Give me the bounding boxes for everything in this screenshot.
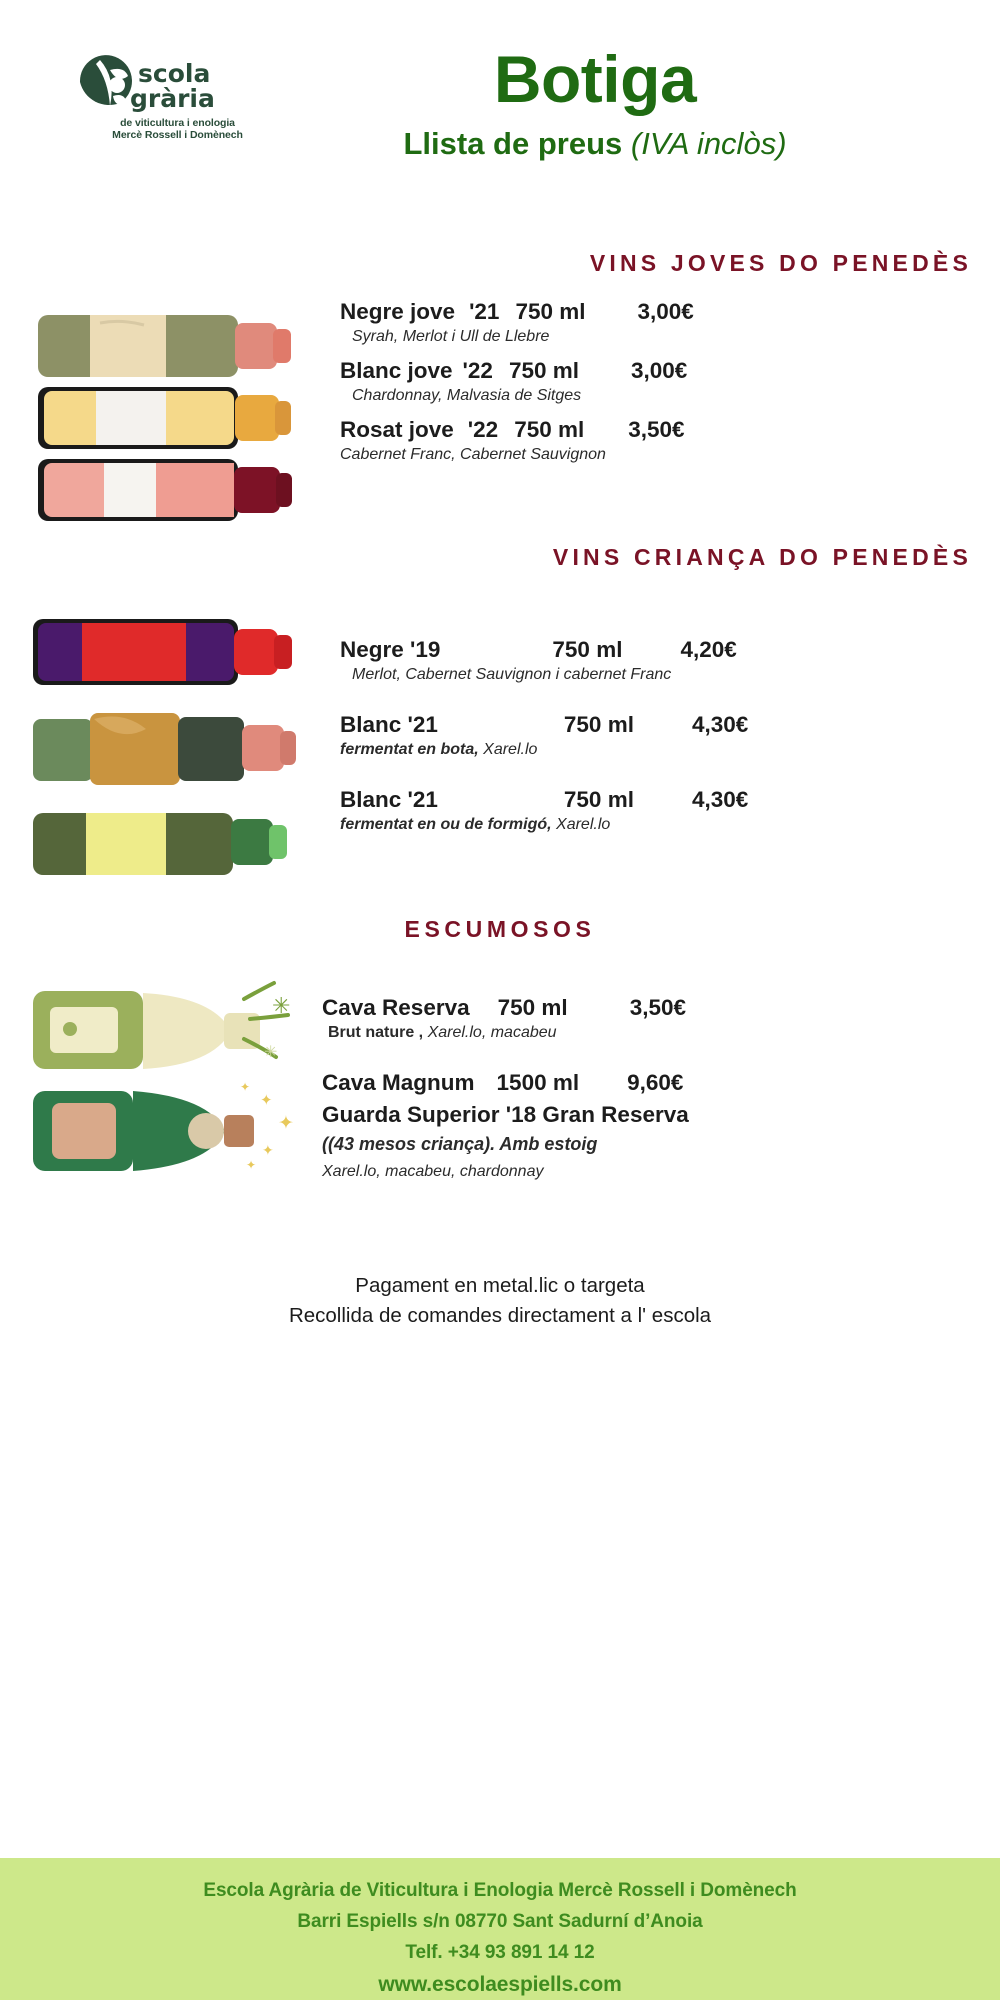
payment-line-2: Recollida de comandes directament a l' e… [288, 1303, 712, 1327]
list-item: Negre '19 750 ml 4,20€ Merlot, Cabernet … [340, 637, 1000, 684]
item-description: Merlot, Cabernet Sauvignon i cabernet Fr… [352, 666, 672, 683]
svg-text:✦: ✦ [262, 1142, 274, 1158]
bottle-blanc-bota [33, 713, 296, 785]
page-subtitle: Llista de preus (IVA inclòs) [250, 126, 940, 162]
footer-address: Barri Espiells s/n 08770 Sant Sadurní d’… [297, 1910, 703, 1932]
item-price: 4,20€ [680, 637, 737, 662]
subtitle-iva-note: (IVA inclòs) [630, 126, 787, 161]
section-heading-vins-joves: VINS JOVES DO PENEDÈS [589, 250, 972, 276]
item-volume: 750 ml [563, 712, 634, 737]
footer-phone: Telf. +34 93 891 14 12 [405, 1941, 595, 1963]
bottle-artwork-joves [0, 299, 340, 521]
svg-text:✳: ✳ [264, 1044, 277, 1061]
bottle-rosat-jove [38, 459, 292, 521]
item-description-varietal: Xarel.lo, macabeu [427, 1024, 557, 1041]
bottle-artwork-crianca [0, 603, 340, 875]
item-volume: 750 ml [552, 637, 623, 662]
title-block: Botiga Llista de preus (IVA inclòs) [250, 46, 940, 162]
item-volume: 750 ml [497, 995, 568, 1020]
item-description-varietal: Xarel.lo, macabeu, chardonnay [322, 1163, 544, 1180]
svg-text:scola: scola [138, 59, 210, 88]
item-vintage: '21 [469, 299, 500, 324]
section-heading-escumosos: ESCUMOSOS [404, 916, 596, 942]
item-price: 3,50€ [628, 417, 685, 442]
item-vintage: '22 [462, 358, 493, 383]
item-price: 3,50€ [629, 995, 686, 1020]
svg-text:✦: ✦ [246, 1158, 256, 1172]
item-price: 4,30€ [691, 712, 749, 737]
item-description-emphasis: fermentat en ou de formigó, [340, 816, 552, 833]
item-volume: 750 ml [514, 417, 585, 442]
list-item: Rosat jove '22 750 ml 3,50€ Cabernet Fra… [340, 417, 1000, 464]
item-name-line2: Guarda Superior '18 Gran Reserva [322, 1102, 689, 1127]
item-description: fermentat en bota, Xarel.lo [340, 741, 1000, 759]
section-vins-joves: VINS JOVES DO PENEDÈS [0, 250, 1000, 521]
logo-subtitle-line2: Mercè Rossell i Domènech [112, 129, 243, 142]
list-item: Blanc jove '22 750 ml 3,00€ Chardonnay, … [340, 358, 1000, 405]
item-name: Blanc '21 [340, 712, 438, 737]
bottle-blanc-formigo [33, 813, 287, 875]
list-item: Negre jove '21 750 ml 3,00€ Syrah, Merlo… [340, 299, 1000, 346]
item-volume: 1500 ml [496, 1070, 580, 1095]
footer-contact-band: Escola Agrària de Viticultura i Enologia… [0, 1858, 1000, 2000]
bottle-blanc-jove [38, 387, 291, 449]
item-name: Blanc jove [340, 358, 453, 383]
section-vins-crianca: VINS CRIANÇA DO PENEDÈS [0, 544, 1000, 875]
list-item: Cava Magnum 1500 ml 9,60€ Guarda Superio… [322, 1070, 1000, 1181]
payment-line-1: Pagament en metal.lic o targeta [355, 1274, 645, 1297]
item-description-emphasis: Brut nature , [328, 1024, 424, 1041]
item-name: Blanc '21 [340, 787, 438, 812]
item-list-escumosos: Cava Reserva 750 ml 3,50€ Brut nature , … [322, 973, 1000, 1183]
bottle-negre-crianca [33, 619, 292, 685]
item-price: 4,30€ [691, 787, 749, 812]
item-vintage: '22 [467, 417, 499, 442]
item-aging-note: ((43 mesos criança). Amb estoig [322, 1134, 598, 1154]
bottle-negre-jove [38, 315, 291, 377]
poster-header: scola grària de viticultura i enologia M… [0, 0, 1000, 215]
item-list-vins-joves: Negre jove '21 750 ml 3,00€ Syrah, Merlo… [340, 299, 1000, 466]
svg-text:✳: ✳ [272, 993, 290, 1018]
item-name: Rosat jove [340, 417, 454, 442]
item-volume: 750 ml [515, 299, 586, 324]
escola-agraria-leaf-logo: scola grària [70, 52, 285, 114]
item-name: Negre jove [340, 299, 456, 324]
svg-text:✦: ✦ [278, 1113, 294, 1134]
footer-school-name: Escola Agrària de Viticultura i Enologia… [203, 1880, 797, 1901]
section-escumosos: ESCUMOSOS [0, 916, 1000, 1183]
svg-text:✦: ✦ [240, 1080, 250, 1094]
item-description: fermentat en ou de formigó, Xarel.lo [340, 816, 1000, 834]
item-description: Chardonnay, Malvasia de Sitges [352, 387, 582, 404]
bottle-artwork-escumosos: ✳ ✳ ✦ ✦ ✦ ✦ [0, 973, 340, 1183]
list-item: Cava Reserva 750 ml 3,50€ Brut nature , … [322, 995, 1000, 1042]
list-item: Blanc '21 750 ml 4,30€ fermentat en ou d… [340, 787, 1000, 834]
item-description: Cabernet Franc, Cabernet Sauvignon [340, 446, 606, 463]
item-name: Negre '19 [340, 637, 441, 662]
bottle-cava-reserva: ✳ ✳ [33, 981, 290, 1069]
item-list-vins-crianca: Negre '19 750 ml 4,20€ Merlot, Cabernet … [340, 603, 1000, 836]
item-description-varietal: Xarel.lo [483, 741, 538, 758]
section-heading-vins-crianca: VINS CRIANÇA DO PENEDÈS [552, 544, 972, 570]
item-description: Brut nature , Xarel.lo, macabeu [328, 1024, 1000, 1042]
item-volume: 750 ml [508, 358, 579, 383]
list-item: Blanc '21 750 ml 4,30€ fermentat en bota… [340, 712, 1000, 759]
school-logo: scola grària de viticultura i enologia M… [70, 52, 285, 142]
item-description: Syrah, Merlot i Ull de Llebre [352, 328, 550, 345]
item-price: 9,60€ [627, 1070, 684, 1095]
item-name: Cava Reserva [322, 995, 470, 1020]
svg-text:grària: grària [130, 84, 215, 113]
payment-note: Pagament en metal.lic o targeta Recollid… [0, 1271, 1000, 1330]
page-title: Botiga [493, 42, 697, 116]
item-volume: 750 ml [563, 787, 634, 812]
subtitle-main: Llista de preus [403, 126, 623, 161]
logo-subtitle-line1: de viticultura i enologia [120, 117, 235, 129]
bottle-cava-magnum: ✦ ✦ ✦ ✦ ✦ [33, 1080, 294, 1172]
item-price: 3,00€ [631, 358, 688, 383]
footer-website[interactable]: www.escolaespiells.com [378, 1973, 622, 1997]
svg-text:✦: ✦ [260, 1092, 273, 1109]
item-price: 3,00€ [637, 299, 694, 324]
item-description-varietal: Xarel.lo [556, 816, 611, 833]
item-description-emphasis: fermentat en bota, [340, 741, 479, 758]
item-name: Cava Magnum [322, 1070, 475, 1095]
